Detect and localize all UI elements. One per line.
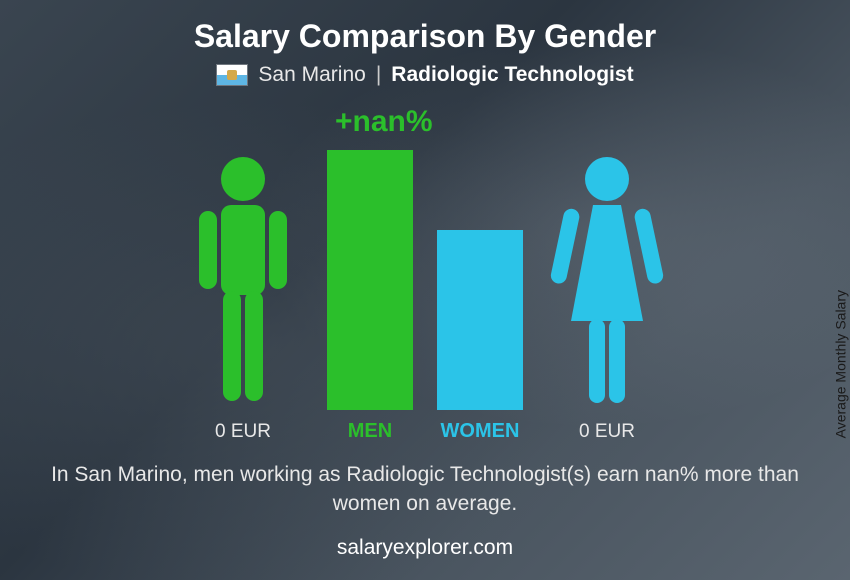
men-salary: 0 EUR bbox=[215, 421, 271, 443]
footer-site: salaryexplorer.com bbox=[337, 536, 513, 560]
main-container: Salary Comparison By Gender San Marino |… bbox=[0, 0, 850, 580]
men-figure-col: 0 EUR bbox=[183, 151, 303, 443]
page-title: Salary Comparison By Gender bbox=[194, 18, 656, 55]
female-icon bbox=[547, 151, 667, 411]
job-title: Radiologic Technologist bbox=[391, 63, 633, 87]
women-bar-col: WOMEN bbox=[437, 230, 523, 443]
men-bar bbox=[327, 150, 413, 410]
men-bar-col: MEN bbox=[327, 150, 413, 443]
women-salary: 0 EUR bbox=[579, 421, 635, 443]
male-icon bbox=[183, 151, 303, 411]
women-bar bbox=[437, 230, 523, 410]
pct-diff-label: +nan% bbox=[335, 105, 433, 139]
men-label: MEN bbox=[348, 420, 392, 443]
description-text: In San Marino, men working as Radiologic… bbox=[45, 461, 805, 518]
chart-group: 0 EUR MEN WOMEN 0 EUR bbox=[183, 150, 667, 443]
flag-crest bbox=[227, 70, 237, 80]
country-name: San Marino bbox=[258, 63, 365, 87]
separator: | bbox=[376, 63, 381, 87]
women-figure-col: 0 EUR bbox=[547, 151, 667, 443]
chart-area: +nan% 0 EUR MEN WOMEN bbox=[40, 87, 810, 443]
subtitle-row: San Marino | Radiologic Technologist bbox=[216, 63, 633, 87]
women-label: WOMEN bbox=[441, 420, 520, 443]
flag-icon bbox=[216, 64, 248, 86]
